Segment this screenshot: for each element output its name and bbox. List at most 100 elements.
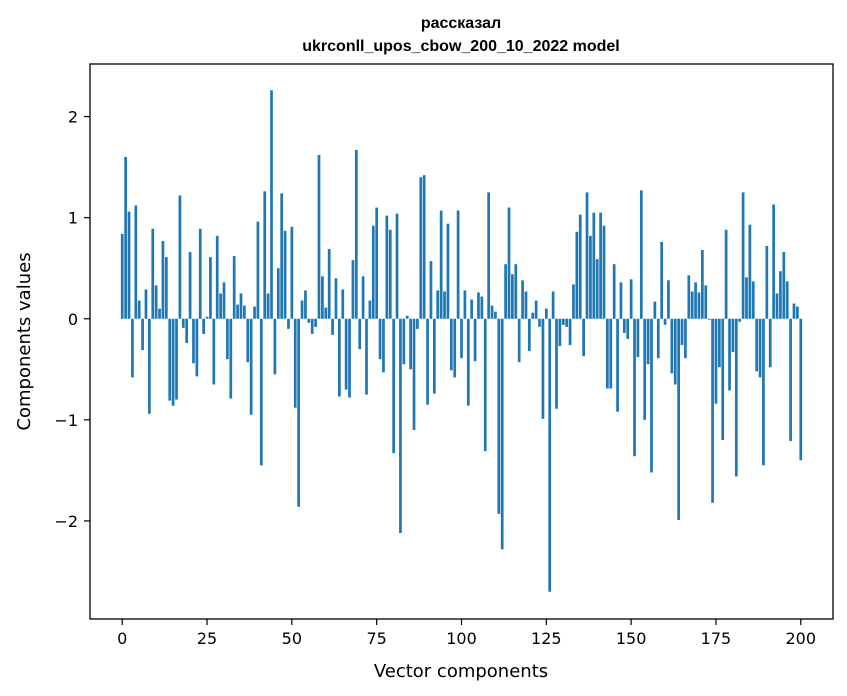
bar-53 — [300, 300, 304, 319]
bar-187 — [755, 318, 759, 372]
bar-95 — [443, 291, 446, 319]
bar-164 — [677, 318, 680, 520]
bar-24 — [202, 318, 206, 334]
bar-61 — [327, 249, 331, 319]
bar-91 — [429, 261, 433, 319]
x-tick-label-7: 175 — [701, 629, 732, 648]
bar-135 — [578, 214, 582, 319]
bar-170 — [697, 292, 701, 319]
bar-133 — [572, 284, 575, 319]
bar-0 — [120, 233, 124, 319]
bar-51 — [293, 318, 297, 408]
bar-3 — [131, 318, 134, 378]
bar-153 — [639, 190, 643, 319]
bar-25 — [205, 316, 209, 319]
x-tick-label-2: 50 — [282, 629, 302, 648]
bar-75 — [375, 207, 379, 319]
chart-title-line-1: рассказал — [421, 15, 501, 32]
bar-198 — [792, 303, 796, 319]
bar-131 — [565, 318, 569, 327]
bar-130 — [561, 318, 565, 325]
bar-192 — [772, 204, 775, 319]
bar-113 — [504, 264, 507, 319]
x-tick-label-8: 200 — [785, 629, 816, 648]
bar-174 — [711, 318, 714, 503]
bar-9 — [151, 228, 155, 319]
x-tick-label-4: 100 — [446, 629, 477, 648]
bar-185 — [748, 224, 752, 319]
bar-38 — [249, 318, 253, 415]
bar-142 — [602, 225, 606, 319]
bar-167 — [687, 275, 691, 319]
bar-141 — [599, 212, 602, 319]
bar-52 — [297, 318, 300, 507]
bar-12 — [161, 240, 165, 319]
bar-120 — [528, 318, 531, 352]
bar-149 — [626, 318, 630, 339]
bars — [120, 90, 803, 592]
bar-136 — [582, 318, 585, 357]
bar-193 — [775, 293, 779, 319]
bar-138 — [589, 235, 592, 319]
bar-156 — [650, 318, 653, 473]
bar-85 — [409, 318, 412, 370]
bar-6 — [141, 318, 144, 351]
bar-191 — [768, 318, 772, 368]
bar-101 — [463, 290, 467, 319]
bar-34 — [236, 304, 239, 319]
bar-58 — [317, 154, 321, 319]
bar-17 — [178, 195, 182, 319]
bar-104 — [473, 318, 477, 362]
bar-1 — [124, 157, 127, 319]
bar-14 — [168, 318, 172, 401]
x-tick-label-0: 0 — [117, 629, 127, 648]
bar-13 — [164, 257, 168, 319]
bar-195 — [782, 252, 786, 319]
bar-107 — [483, 318, 487, 452]
bar-36 — [243, 305, 246, 319]
bar-76 — [378, 318, 382, 360]
bar-98 — [453, 318, 457, 378]
bar-145 — [612, 264, 616, 319]
bar-184 — [745, 277, 748, 319]
chart-title-line-2: ukrconll_upos_cbow_200_10_2022 model — [302, 38, 619, 55]
bar-77 — [382, 318, 385, 373]
bar-7 — [144, 289, 148, 319]
bar-47 — [280, 193, 284, 319]
bar-11 — [158, 308, 161, 319]
y-tick-label-3: 1 — [68, 209, 78, 228]
bar-42 — [263, 191, 267, 319]
bar-48 — [283, 230, 287, 319]
bar-94 — [439, 210, 443, 319]
bar-200 — [799, 318, 803, 461]
bar-64 — [338, 318, 341, 397]
bar-21 — [192, 318, 195, 364]
bar-2 — [127, 211, 131, 319]
bar-199 — [796, 306, 799, 319]
bar-186 — [751, 281, 755, 319]
x-axis-label: Vector components — [374, 661, 548, 682]
bar-160 — [663, 318, 667, 325]
bar-173 — [707, 318, 711, 320]
bar-68 — [351, 260, 355, 319]
bar-20 — [188, 252, 192, 319]
x-tick-label-1: 25 — [197, 629, 217, 648]
bar-194 — [779, 271, 782, 319]
bar-72 — [365, 318, 368, 395]
bar-125 — [544, 308, 548, 319]
bar-67 — [348, 318, 351, 398]
bar-146 — [616, 318, 619, 412]
bar-178 — [724, 229, 728, 319]
bar-15 — [171, 318, 175, 406]
bar-163 — [673, 318, 677, 385]
bar-56 — [310, 318, 314, 334]
bar-152 — [636, 318, 640, 358]
bar-78 — [385, 215, 389, 319]
bar-22 — [195, 318, 199, 377]
bar-161 — [667, 280, 670, 319]
bar-8 — [148, 318, 151, 414]
bar-96 — [446, 223, 450, 319]
bar-122 — [534, 300, 538, 319]
bar-66 — [344, 318, 348, 390]
